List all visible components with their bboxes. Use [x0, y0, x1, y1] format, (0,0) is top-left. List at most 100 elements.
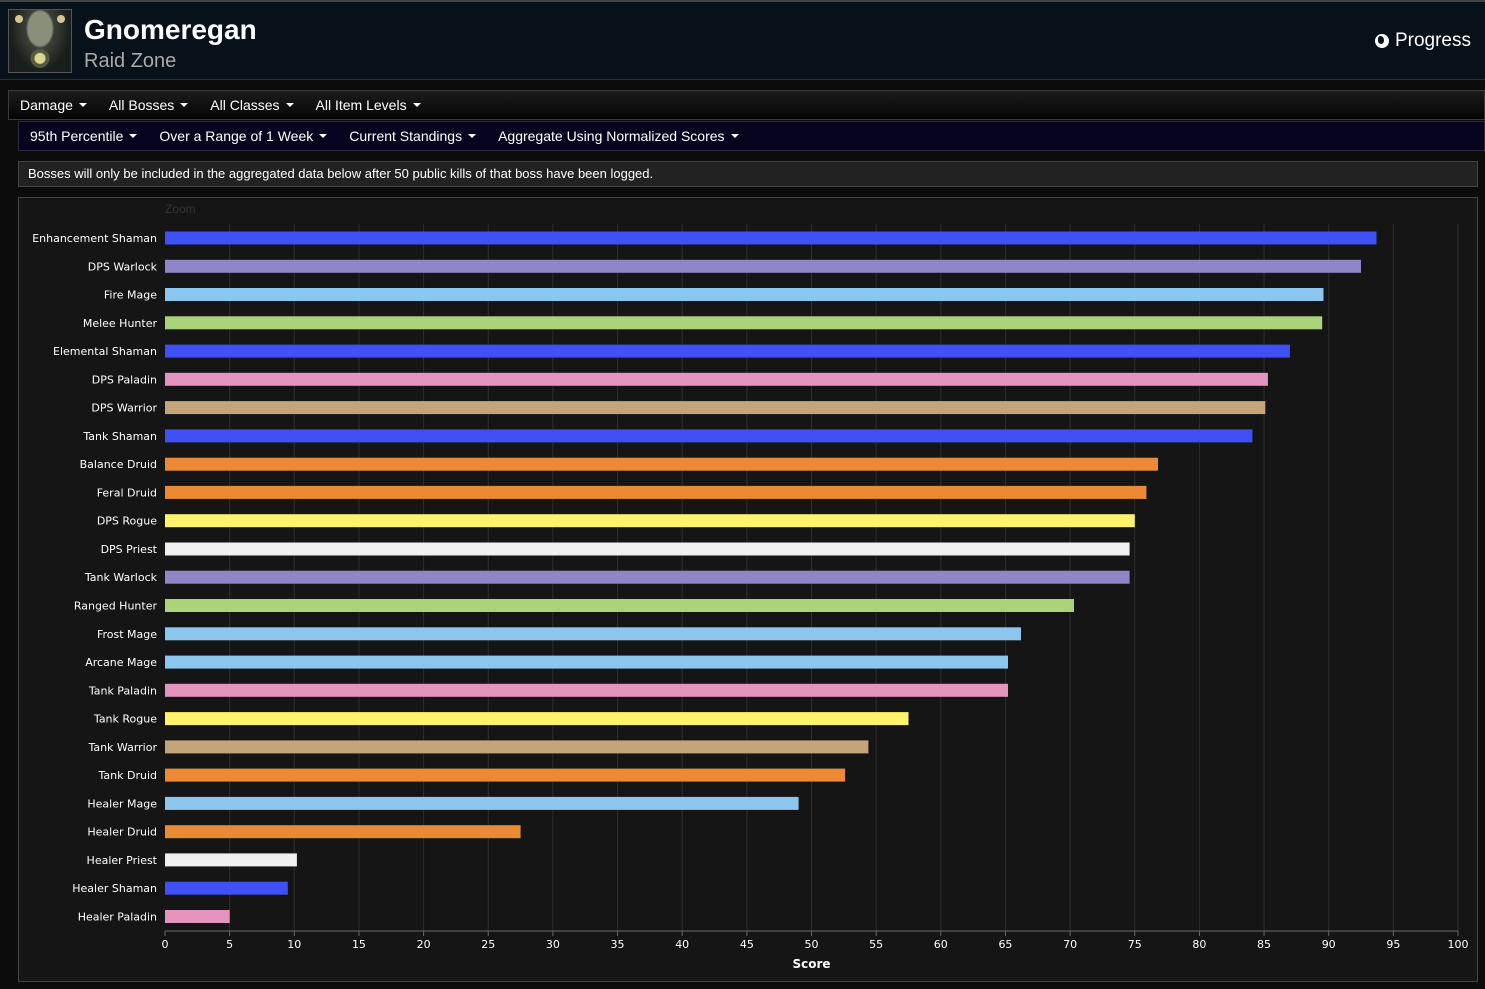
category-label: Balance Druid — [80, 458, 157, 471]
category-label: Tank Paladin — [88, 684, 157, 697]
category-label: Elemental Shaman — [53, 345, 157, 358]
x-tick-label: 80 — [1192, 938, 1206, 951]
chart-bar — [165, 853, 297, 867]
x-tick-label: 15 — [352, 938, 366, 951]
x-tick-label: 40 — [675, 938, 689, 951]
x-tick-label: 20 — [417, 938, 431, 951]
x-tick-label: 10 — [287, 938, 301, 951]
x-tick-label: 65 — [998, 938, 1012, 951]
metric-dropdown[interactable]: Damage — [9, 97, 98, 113]
x-axis-title: Score — [792, 957, 830, 971]
aggregation-notice: Bosses will only be included in the aggr… — [18, 161, 1478, 187]
caret-down-icon — [78, 103, 87, 107]
x-tick-label: 25 — [481, 938, 495, 951]
zone-icon — [8, 9, 72, 73]
chart-bar — [165, 627, 1021, 641]
aggregate-dropdown[interactable]: Aggregate Using Normalized Scores — [487, 128, 749, 144]
x-tick-label: 85 — [1257, 938, 1271, 951]
chart-bar — [165, 372, 1268, 386]
zone-title: Gnomeregan — [84, 14, 257, 45]
chart-bar — [165, 429, 1253, 443]
chart-bar — [165, 796, 799, 810]
chart-bar — [165, 570, 1130, 584]
chart-bar — [165, 316, 1323, 330]
category-label: DPS Warlock — [88, 260, 158, 273]
item-level-dropdown[interactable]: All Item Levels — [305, 97, 432, 113]
chart-bar — [165, 825, 521, 839]
x-tick-label: 5 — [226, 938, 233, 951]
zone-icon-light-left — [15, 15, 23, 23]
item-level-dropdown-label: All Item Levels — [315, 97, 407, 113]
x-tick-label: 35 — [611, 938, 625, 951]
category-label: Feral Druid — [97, 486, 157, 499]
aggregate-dropdown-label: Aggregate Using Normalized Scores — [498, 128, 725, 144]
chart-bar — [165, 712, 909, 726]
category-label: DPS Rogue — [97, 515, 157, 528]
standings-dropdown[interactable]: Current Standings — [338, 128, 487, 144]
time-range-dropdown-label: Over a Range of 1 Week — [159, 128, 314, 144]
category-label: Tank Warrior — [87, 741, 157, 754]
chart-bar — [165, 485, 1147, 499]
x-tick-label: 55 — [869, 938, 883, 951]
category-label: DPS Priest — [101, 543, 158, 556]
x-tick-label: 45 — [740, 938, 754, 951]
x-tick-label: 50 — [805, 938, 819, 951]
chart-bar — [165, 655, 1008, 669]
boss-dropdown-label: All Bosses — [108, 97, 175, 113]
x-tick-label: 30 — [546, 938, 560, 951]
chart-bar — [165, 288, 1324, 301]
category-label: Tank Shaman — [82, 430, 157, 443]
caret-down-icon — [129, 134, 138, 138]
chart-bar — [165, 881, 288, 895]
caret-down-icon — [319, 134, 328, 138]
category-label: Enhancement Shaman — [32, 232, 157, 245]
zone-subtitle: Raid Zone — [84, 50, 177, 72]
category-label: Healer Priest — [87, 854, 158, 867]
class-dropdown-label: All Classes — [210, 97, 280, 113]
percentile-dropdown-label: 95th Percentile — [30, 128, 124, 144]
caret-down-icon — [730, 134, 739, 138]
category-label: Healer Druid — [87, 826, 157, 839]
caret-down-icon — [285, 103, 294, 107]
caret-down-icon — [180, 103, 189, 107]
chart-bar — [165, 599, 1074, 612]
progress-link[interactable]: Progress — [1374, 30, 1471, 52]
metric-dropdown-label: Damage — [20, 97, 73, 113]
chart-bar — [165, 768, 846, 782]
x-tick-label: 70 — [1063, 938, 1077, 951]
score-bar-chart: Enhancement Shaman DPS Warlock Fire Mage Me… — [32, 224, 1469, 971]
chart-bar — [165, 344, 1290, 358]
time-range-dropdown[interactable]: Over a Range of 1 Week — [148, 128, 338, 144]
percentile-dropdown[interactable]: 95th Percentile — [19, 128, 148, 144]
chart-bar — [165, 683, 1008, 697]
category-label: Healer Shaman — [72, 882, 157, 895]
chart-bar — [165, 740, 869, 754]
chart-bar — [165, 259, 1361, 273]
zoom-label: Zoom — [165, 202, 196, 216]
class-dropdown[interactable]: All Classes — [199, 97, 304, 113]
category-label: Tank Warlock — [84, 571, 158, 584]
category-label: DPS Paladin — [92, 373, 157, 386]
x-tick-label: 75 — [1128, 938, 1142, 951]
chart-bar — [165, 231, 1377, 245]
filter-bar-primary: Damage All Bosses All Classes All Item L… — [8, 90, 1485, 120]
category-label: Frost Mage — [97, 628, 157, 641]
category-label: Melee Hunter — [83, 317, 158, 330]
caret-down-icon — [468, 134, 477, 138]
chart-bar — [165, 542, 1130, 556]
category-label: Healer Mage — [87, 797, 157, 810]
x-tick-label: 0 — [162, 938, 169, 951]
filter-bar-secondary: 95th Percentile Over a Range of 1 Week C… — [18, 121, 1485, 151]
category-label: Tank Druid — [98, 769, 157, 782]
caret-down-icon — [412, 103, 421, 107]
boss-dropdown[interactable]: All Bosses — [98, 97, 199, 113]
category-label: Ranged Hunter — [74, 600, 158, 613]
category-label: Tank Rogue — [93, 713, 157, 726]
progress-label: Progress — [1394, 30, 1471, 51]
chart-bar — [165, 514, 1135, 528]
x-tick-label: 100 — [1448, 938, 1469, 951]
chart-container: Zoom Enhancement Shaman DPS Warlock Fire M… — [18, 197, 1478, 982]
x-tick-label: 90 — [1322, 938, 1336, 951]
x-tick-label: 60 — [934, 938, 948, 951]
standings-dropdown-label: Current Standings — [349, 128, 463, 144]
